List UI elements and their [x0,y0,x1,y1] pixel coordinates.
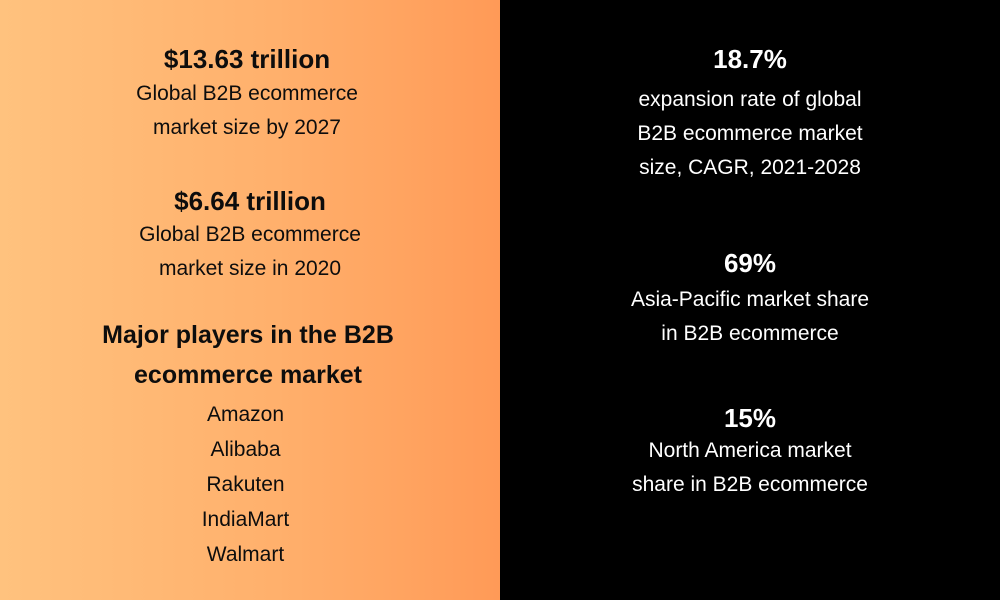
market-size-2027-block: $13.63 trillion Global B2B ecommerce mar… [0,44,497,145]
market-size-2020-block: $6.64 trillion Global B2B ecommerce mark… [0,186,500,286]
market-size-2020-desc-line2: market size in 2020 [158,257,342,280]
cagr-desc-line2: B2B ecommerce market [637,122,863,145]
player-item: IndiaMart [201,508,290,531]
market-size-2027-desc-line1: Global B2B ecommerce [136,82,358,105]
player-item: Amazon [206,403,285,426]
market-size-2020-value: $6.64 trillion [174,186,326,216]
cagr-block: 18.7% expansion rate of global B2B ecomm… [500,44,1000,185]
player-item: Alibaba [210,438,281,461]
major-players-list: Amazon Alibaba Rakuten IndiaMart Walmart [0,397,498,572]
major-players-block: Major players in the B2B ecommerce marke… [0,315,498,572]
north-america-desc-line1: North America market [648,439,852,462]
asia-pacific-block: 69% Asia-Pacific market share in B2B eco… [500,248,1000,351]
market-size-2027-value: $13.63 trillion [163,44,331,74]
major-players-heading-line2: ecommerce market [134,361,362,389]
cagr-desc-line3: size, CAGR, 2021-2028 [639,156,861,179]
cagr-desc-line1: expansion rate of global [638,88,862,111]
north-america-desc-line2: share in B2B ecommerce [632,473,868,496]
market-size-2027-desc-line2: market size by 2027 [153,116,341,139]
player-item: Rakuten [206,473,285,496]
player-item: Walmart [206,543,285,566]
major-players-heading-line1: Major players in the B2B [102,321,394,349]
cagr-value: 18.7% [713,44,787,74]
left-panel: $13.63 trillion Global B2B ecommerce mar… [0,0,500,600]
north-america-value: 15% [723,403,777,433]
asia-pacific-desc-line2: in B2B ecommerce [661,322,839,345]
market-size-2020-desc-line1: Global B2B ecommerce [139,223,361,246]
right-panel: 18.7% expansion rate of global B2B ecomm… [500,0,1000,600]
north-america-block: 15% North America market share in B2B ec… [500,403,1000,502]
asia-pacific-value: 69% [723,248,777,278]
asia-pacific-desc-line1: Asia-Pacific market share [630,288,870,311]
